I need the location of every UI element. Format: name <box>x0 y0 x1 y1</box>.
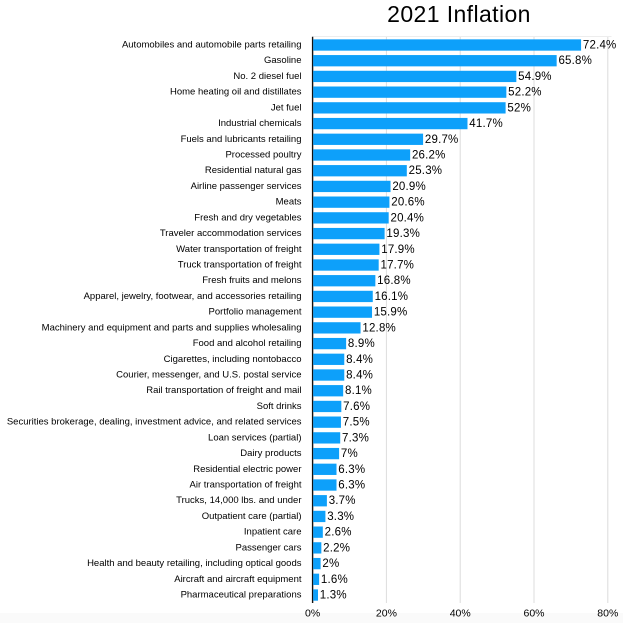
svg-text:41.7%: 41.7% <box>469 118 503 130</box>
svg-text:Airline passenger services: Airline passenger services <box>191 181 302 192</box>
svg-text:20%: 20% <box>376 607 397 619</box>
svg-text:16.8%: 16.8% <box>377 275 411 287</box>
svg-text:8.1%: 8.1% <box>345 385 372 397</box>
svg-text:72.4%: 72.4% <box>583 40 617 52</box>
svg-text:Residential electric power: Residential electric power <box>193 464 301 475</box>
svg-text:2.2%: 2.2% <box>323 542 350 554</box>
svg-text:29.7%: 29.7% <box>425 134 459 146</box>
svg-text:Truck transportation of freigh: Truck transportation of freight <box>178 260 302 271</box>
svg-text:0%: 0% <box>305 607 320 619</box>
svg-text:Rail transportation of freight: Rail transportation of freight and mail <box>146 385 301 396</box>
svg-text:60%: 60% <box>523 607 544 619</box>
svg-text:80%: 80% <box>597 607 618 619</box>
svg-text:52%: 52% <box>507 102 531 114</box>
svg-text:Meats: Meats <box>276 197 302 208</box>
svg-text:Processed poultry: Processed poultry <box>225 150 301 161</box>
svg-text:No. 2 diesel fuel: No. 2 diesel fuel <box>233 71 301 82</box>
svg-text:Air transportation of freight: Air transportation of freight <box>190 480 302 491</box>
svg-text:Home heating oil and distillat: Home heating oil and distillates <box>170 87 302 98</box>
svg-text:12.8%: 12.8% <box>362 322 396 334</box>
svg-text:Loan services (partial): Loan services (partial) <box>208 432 301 443</box>
svg-text:2%: 2% <box>322 558 339 570</box>
svg-text:Machinery and equipment and pa: Machinery and equipment and parts and su… <box>42 322 302 333</box>
svg-text:15.9%: 15.9% <box>374 307 408 319</box>
svg-text:Cigarettes, including nontobac: Cigarettes, including nontobacco <box>164 354 302 365</box>
svg-text:20.6%: 20.6% <box>391 197 425 209</box>
svg-text:Aircraft and aircraft equipmen: Aircraft and aircraft equipment <box>174 574 302 585</box>
svg-text:Securities brokerage, dealing,: Securities brokerage, dealing, investmen… <box>7 417 302 428</box>
svg-text:8.9%: 8.9% <box>348 338 375 350</box>
svg-text:Trucks, 14,000 lbs. and under: Trucks, 14,000 lbs. and under <box>176 495 301 506</box>
svg-text:6.3%: 6.3% <box>338 480 365 492</box>
svg-text:8.4%: 8.4% <box>346 370 373 382</box>
svg-text:Traveler accommodation service: Traveler accommodation services <box>160 228 302 239</box>
svg-text:20.4%: 20.4% <box>390 212 424 224</box>
svg-text:Fresh fruits and melons: Fresh fruits and melons <box>202 275 302 286</box>
svg-text:20.9%: 20.9% <box>392 181 426 193</box>
svg-text:Soft drinks: Soft drinks <box>257 401 302 412</box>
svg-text:8.4%: 8.4% <box>346 354 373 366</box>
svg-text:Residential natural gas: Residential natural gas <box>205 165 302 176</box>
svg-text:Portfolio management: Portfolio management <box>209 307 302 318</box>
svg-text:16.1%: 16.1% <box>375 291 409 303</box>
svg-text:1.6%: 1.6% <box>321 574 348 586</box>
svg-text:17.7%: 17.7% <box>380 260 414 272</box>
svg-text:Courier, messenger, and U.S. p: Courier, messenger, and U.S. postal serv… <box>116 370 301 381</box>
svg-text:7.3%: 7.3% <box>342 432 369 444</box>
svg-text:Pharmaceutical preparations: Pharmaceutical preparations <box>181 590 302 601</box>
svg-text:2021 Inflation: 2021 Inflation <box>387 1 531 27</box>
svg-text:7%: 7% <box>341 448 358 460</box>
svg-text:2.6%: 2.6% <box>325 527 352 539</box>
svg-text:Passenger cars: Passenger cars <box>235 542 301 553</box>
svg-text:65.8%: 65.8% <box>558 55 592 67</box>
svg-text:17.9%: 17.9% <box>381 244 415 256</box>
svg-text:Jet fuel: Jet fuel <box>271 102 302 113</box>
svg-text:Apparel, jewelry, footwear, an: Apparel, jewelry, footwear, and accessor… <box>84 291 302 302</box>
svg-text:Inpatient care: Inpatient care <box>244 527 302 538</box>
svg-text:25.3%: 25.3% <box>409 165 443 177</box>
svg-text:Automobiles and automobile par: Automobiles and automobile parts retaili… <box>122 40 302 51</box>
svg-text:3.7%: 3.7% <box>329 495 356 507</box>
svg-text:7.5%: 7.5% <box>343 417 370 429</box>
svg-text:1.3%: 1.3% <box>320 590 347 602</box>
svg-text:3.3%: 3.3% <box>327 511 354 523</box>
svg-text:7.6%: 7.6% <box>343 401 370 413</box>
svg-text:52.2%: 52.2% <box>508 87 542 99</box>
svg-text:Water transportation of freigh: Water transportation of freight <box>176 244 302 255</box>
svg-text:Gasoline: Gasoline <box>264 55 302 66</box>
svg-text:Fresh and dry vegetables: Fresh and dry vegetables <box>194 212 301 223</box>
svg-text:6.3%: 6.3% <box>338 464 365 476</box>
svg-text:Outpatient care (partial): Outpatient care (partial) <box>202 511 302 522</box>
svg-text:Dairy products: Dairy products <box>240 448 301 459</box>
svg-text:54.9%: 54.9% <box>518 71 552 83</box>
svg-text:19.3%: 19.3% <box>386 228 420 240</box>
svg-text:Health and beauty retailing, i: Health and beauty retailing, including o… <box>87 558 302 569</box>
svg-text:Food and alcohol retailing: Food and alcohol retailing <box>193 338 302 349</box>
svg-text:Fuels and lubricants retailing: Fuels and lubricants retailing <box>181 134 302 145</box>
svg-text:40%: 40% <box>450 607 471 619</box>
svg-text:Industrial chemicals: Industrial chemicals <box>218 118 302 129</box>
svg-text:26.2%: 26.2% <box>412 150 446 162</box>
